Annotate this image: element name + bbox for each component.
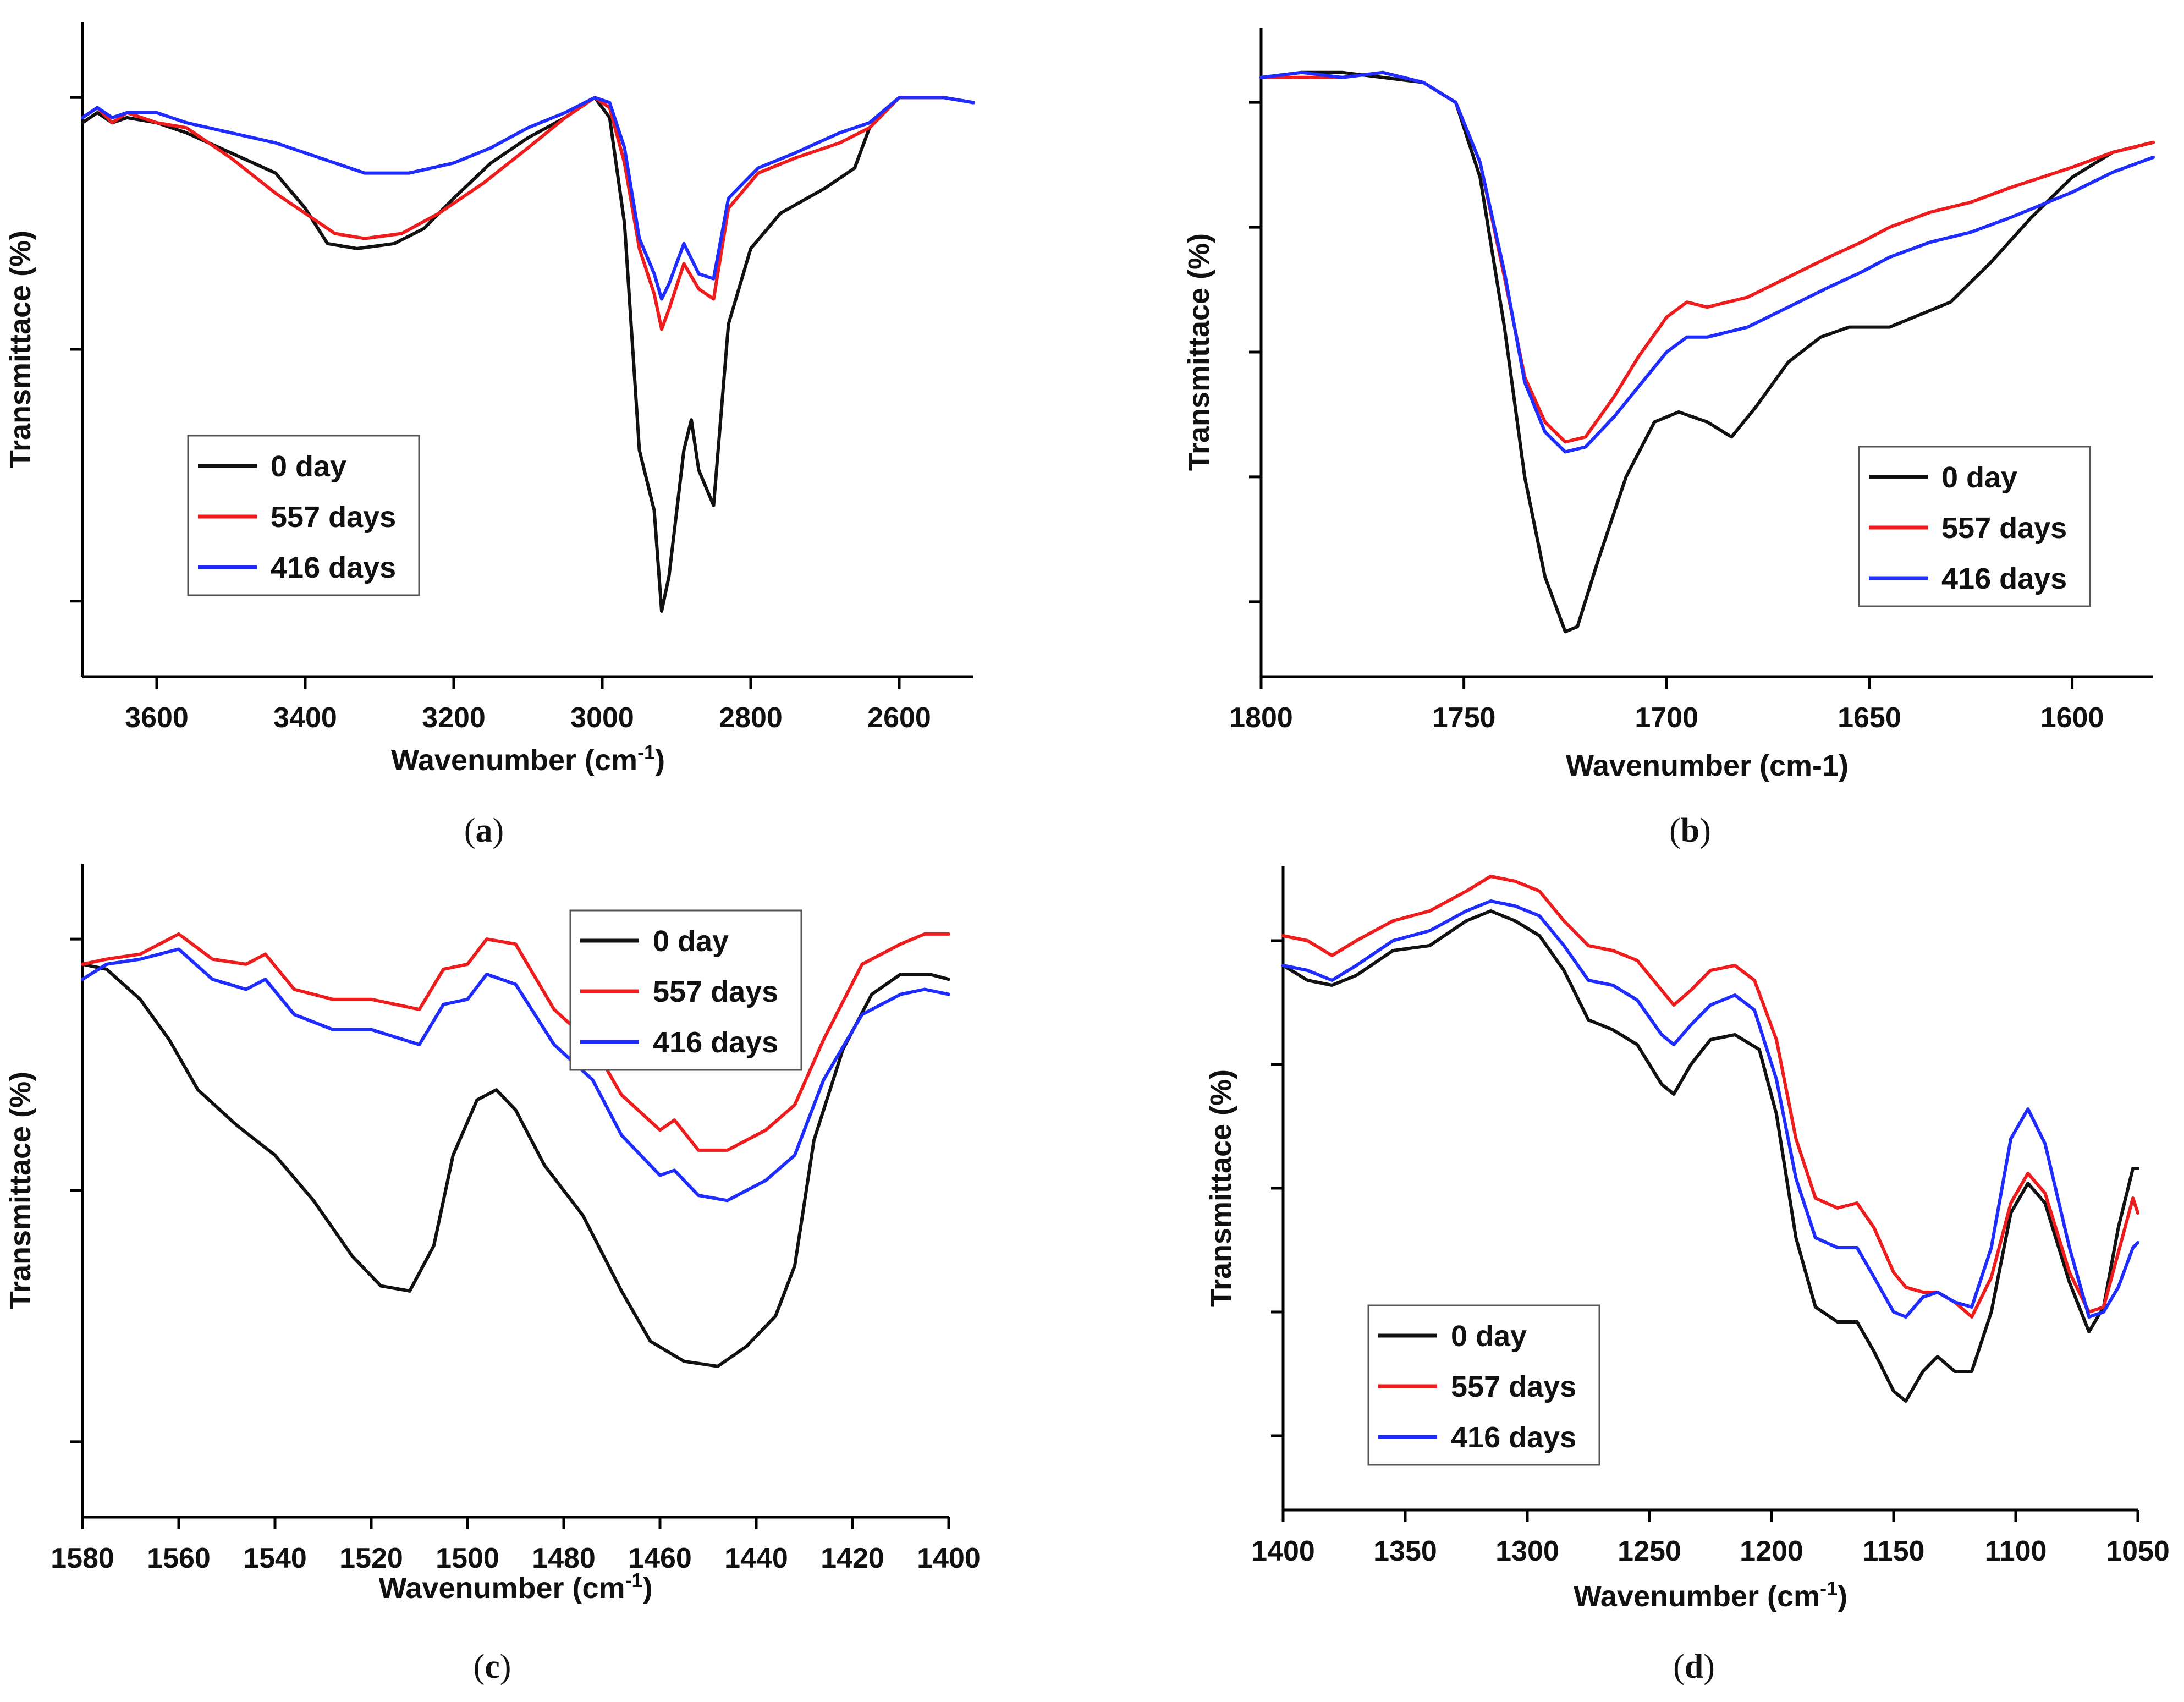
x-tick-label: 1440 xyxy=(724,1542,788,1574)
x-tick-label: 1150 xyxy=(1863,1535,1925,1567)
x-tick-label: 1100 xyxy=(1985,1535,2047,1567)
x-tick-label: 1540 xyxy=(243,1542,307,1574)
chart-panel-b: 1800 1750 1700 1650 1600 Wavenumber (cm-1) Tra… xyxy=(1182,28,2155,849)
chart-panel-c: 1580 1560 1540 1520 1500 1480 1460 1440 1420 1400… xyxy=(4,864,981,1685)
x-tick-label: 1600 xyxy=(2040,702,2104,734)
x-tick-label: 1480 xyxy=(532,1542,596,1574)
legend: 0 day 557 days 416 days xyxy=(1858,446,2091,607)
x-tick-label: 3400 xyxy=(273,702,337,734)
legend: 0 day 557 days 416 days xyxy=(187,435,420,596)
x-tick-label: 1500 xyxy=(436,1542,499,1574)
x-tick-label: 1400 xyxy=(917,1542,981,1574)
series-line-0-day xyxy=(81,96,975,613)
x-tick-label: 3200 xyxy=(422,702,486,734)
panel-label: (a) xyxy=(464,812,504,849)
legend-label: 416 days xyxy=(271,551,396,584)
x-tick-label: 2600 xyxy=(867,702,931,734)
x-tick-label: 1750 xyxy=(1432,702,1496,734)
x-axis-label: Wavenumber (cm-1) xyxy=(378,1569,652,1605)
x-tick-label: 1560 xyxy=(147,1542,211,1574)
x-tick-label: 1420 xyxy=(821,1542,884,1574)
legend-label: 0 day xyxy=(271,450,346,483)
series-line-416-days xyxy=(1281,899,2139,1319)
legend-label: 557 days xyxy=(1451,1370,1576,1403)
legend-label: 557 days xyxy=(271,501,396,534)
y-axis-label: Transmittace (%) xyxy=(1182,233,1215,471)
y-axis-label: Transmittace (%) xyxy=(4,1072,37,1309)
series-line-0-day xyxy=(81,962,950,1368)
x-tick-label: 3000 xyxy=(570,702,634,734)
x-tick-label: 2800 xyxy=(719,702,783,734)
series-line-557-days xyxy=(1259,70,2155,444)
x-tick-label: 1520 xyxy=(339,1542,403,1574)
panel-label: (d) xyxy=(1673,1648,1715,1685)
x-tick-label: 1800 xyxy=(1229,702,1293,734)
series-line-557-days xyxy=(1281,875,2139,1319)
series-line-416-days xyxy=(1259,70,2155,454)
panel-label: (b) xyxy=(1669,812,1711,849)
panel-label: (c) xyxy=(474,1648,511,1685)
x-tick-label: 1050 xyxy=(2106,1535,2170,1567)
x-tick-label: 1250 xyxy=(1618,1535,1681,1567)
legend-label: 0 day xyxy=(1941,461,2017,494)
x-tick-label: 1700 xyxy=(1635,702,1698,734)
x-tick-label: 1460 xyxy=(628,1542,692,1574)
series-line-416-days xyxy=(81,947,950,1203)
x-tick-label: 1580 xyxy=(51,1542,114,1574)
chart-panel-a: 3600 3400 3200 3000 2800 2600 Wavenumber (cm-1… xyxy=(4,22,975,849)
legend-label: 557 days xyxy=(1941,512,2067,545)
x-tick-label: 1350 xyxy=(1373,1535,1437,1567)
series-line-557-days xyxy=(81,932,950,1152)
series-line-416-days xyxy=(81,96,975,301)
legend-label: 0 day xyxy=(1451,1320,1527,1353)
x-tick-label: 1400 xyxy=(1251,1535,1315,1567)
y-axis-label: Transmittace (%) xyxy=(4,230,37,468)
legend-label: 557 days xyxy=(653,975,778,1008)
legend-label: 416 days xyxy=(1941,562,2067,595)
x-tick-label: 1650 xyxy=(1838,702,1901,734)
legend-label: 416 days xyxy=(1451,1421,1576,1454)
legend: 0 day 557 days 416 days xyxy=(569,909,802,1071)
series-line-557-days xyxy=(81,96,975,331)
x-tick-label: 3600 xyxy=(125,702,189,734)
x-axis-label: Wavenumber (cm-1) xyxy=(1574,1577,1847,1613)
x-tick-label: 1200 xyxy=(1740,1535,1803,1567)
chart-panel-d: 1400 1350 1300 1250 1200 1150 1100 1050 Wavenumb… xyxy=(1204,866,2170,1685)
legend: 0 day 557 days 416 days xyxy=(1367,1304,1600,1466)
x-axis-label: Wavenumber (cm-1) xyxy=(391,741,665,777)
y-axis-label: Transmittace (%) xyxy=(1204,1069,1237,1307)
x-tick-label: 1300 xyxy=(1495,1535,1559,1567)
legend-label: 416 days xyxy=(653,1026,778,1059)
series-line-0-day xyxy=(1281,909,2139,1403)
x-axis-label: Wavenumber (cm-1) xyxy=(1566,749,1849,782)
legend-label: 0 day xyxy=(653,925,729,958)
